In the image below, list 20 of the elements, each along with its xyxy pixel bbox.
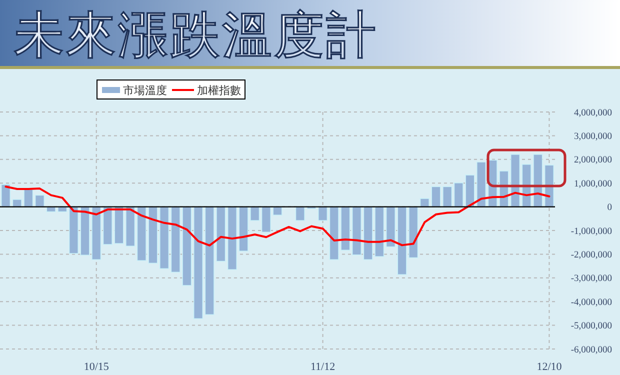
bar bbox=[193, 206, 204, 320]
y-tick-label: -6,000,000 bbox=[570, 345, 612, 356]
x-tick-label: 11/12 bbox=[310, 361, 336, 373]
y-tick-label: -4,000,000 bbox=[570, 298, 612, 308]
y-tick-label: 2,000,000 bbox=[574, 156, 612, 166]
y-tick-label: 4,000,000 bbox=[574, 108, 612, 118]
y-tick-label: -3,000,000 bbox=[570, 274, 612, 284]
y-tick-label: -2,000,000 bbox=[570, 250, 612, 261]
y-tick-label: -5,000,000 bbox=[570, 322, 612, 332]
y-tick-label: -1,000,000 bbox=[570, 226, 612, 237]
y-tick-label: 1,000,000 bbox=[574, 179, 612, 190]
y-tick-label: 0 bbox=[607, 203, 612, 214]
legend-label: 市場溫度 bbox=[123, 84, 167, 97]
y-tick-label: 3,000,000 bbox=[574, 132, 612, 142]
legend-label: 加權指數 bbox=[197, 84, 241, 97]
chart-title: 未來漲跌溫度計 bbox=[14, 6, 378, 64]
x-tick-label: 10/15 bbox=[84, 361, 110, 373]
bar bbox=[352, 206, 362, 256]
line-series bbox=[4, 186, 550, 246]
x-tick-label: 12/10 bbox=[536, 361, 562, 373]
